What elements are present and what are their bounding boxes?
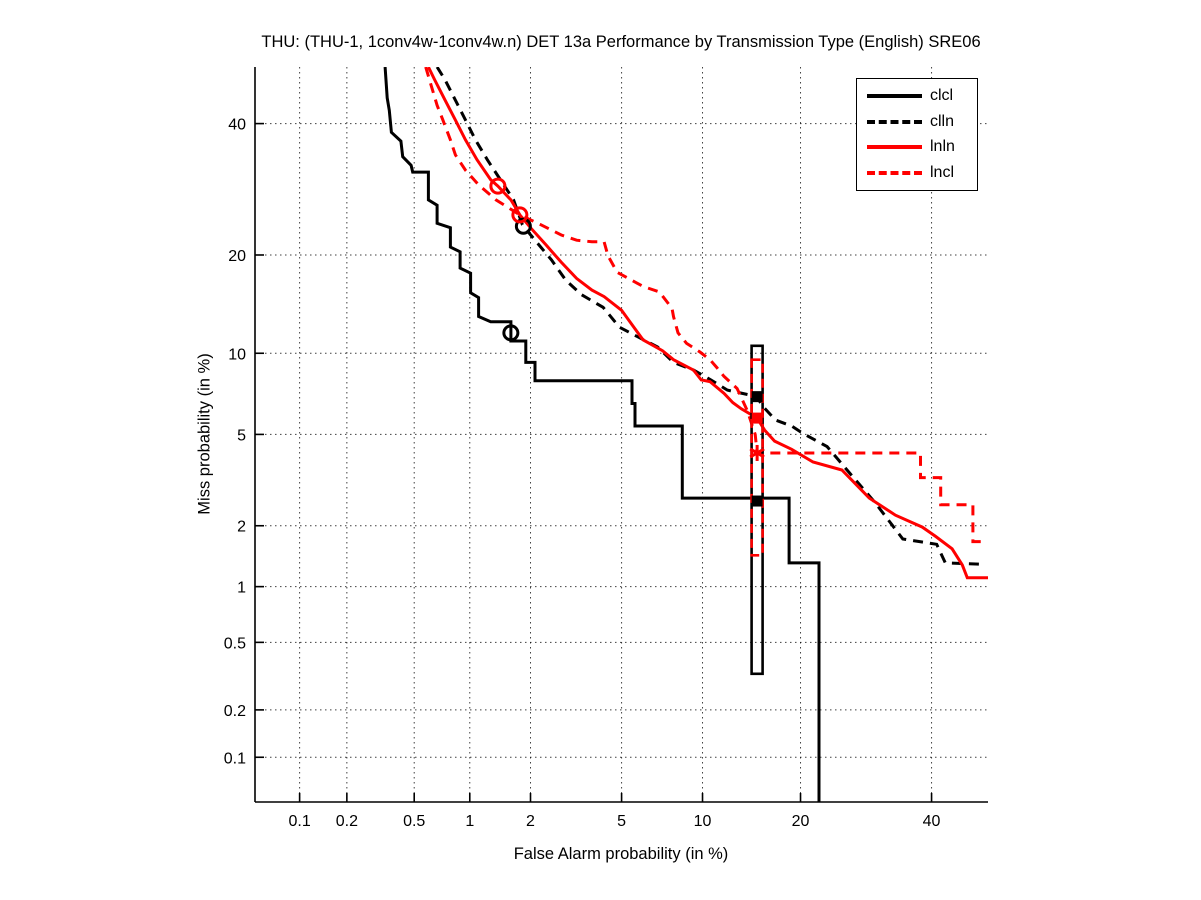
- x-tick-label-20: 20: [792, 813, 810, 830]
- curve-clcl: [383, 67, 821, 802]
- x-tick-label-0.1: 0.1: [288, 813, 310, 830]
- legend-label-clcl: clcl: [930, 86, 954, 104]
- chart-title: THU: (THU-1, 1conv4w-1conv4w.n) DET 13a …: [261, 33, 981, 51]
- legend-line-clcl-icon: [867, 93, 922, 98]
- marker-star-center-lncl: [754, 449, 761, 456]
- x-tick-label-5: 5: [617, 813, 626, 830]
- y-tick-label-5: 5: [237, 427, 246, 444]
- y-axis-label: Miss probability (in %): [195, 353, 214, 515]
- marker-circle-lnln: [489, 177, 507, 195]
- y-tick-label-40: 40: [228, 117, 246, 134]
- marker-square-clln: [751, 391, 763, 403]
- y-tick-label-0.2: 0.2: [224, 703, 246, 720]
- curve-lncl: [424, 67, 986, 544]
- marker-circle-clcl: [502, 324, 520, 342]
- y-tick-label-20: 20: [228, 248, 246, 265]
- legend-item-lncl: lncl: [857, 165, 977, 181]
- y-tick-label-2: 2: [237, 519, 246, 536]
- legend-item-clcl: clcl: [857, 86, 977, 104]
- x-tick-label-10: 10: [694, 813, 712, 830]
- marker-square-clcl: [751, 495, 763, 507]
- x-tick-label-0.5: 0.5: [403, 813, 425, 830]
- curve-lnln: [427, 67, 988, 580]
- legend-line-lncl-icon: [867, 171, 922, 176]
- legend-label-lncl: lncl: [930, 164, 955, 182]
- legend-item-lnln: lnln: [857, 139, 977, 155]
- y-tick-label-1: 1: [237, 580, 246, 597]
- x-tick-label-0.2: 0.2: [336, 813, 358, 830]
- y-tick-label-0.1: 0.1: [224, 750, 246, 767]
- x-axis-label: False Alarm probability (in %): [513, 845, 729, 863]
- x-tick-label-1: 1: [465, 813, 474, 830]
- y-tick-label-0.5: 0.5: [224, 635, 246, 652]
- marker-circle-lncl: [511, 206, 529, 224]
- x-tick-label-40: 40: [923, 813, 941, 830]
- marker-square-lnln: [751, 412, 763, 424]
- legend-line-clln-icon: [867, 119, 922, 124]
- x-tick-label-2: 2: [526, 813, 535, 830]
- legend: clcl clln lnln lncl: [856, 78, 978, 191]
- y-tick-label-10: 10: [228, 346, 246, 363]
- legend-label-clln: clln: [930, 112, 955, 130]
- legend-label-lnln: lnln: [930, 138, 955, 156]
- legend-line-lnln-icon: [867, 145, 922, 150]
- legend-item-clln: clln: [857, 112, 977, 130]
